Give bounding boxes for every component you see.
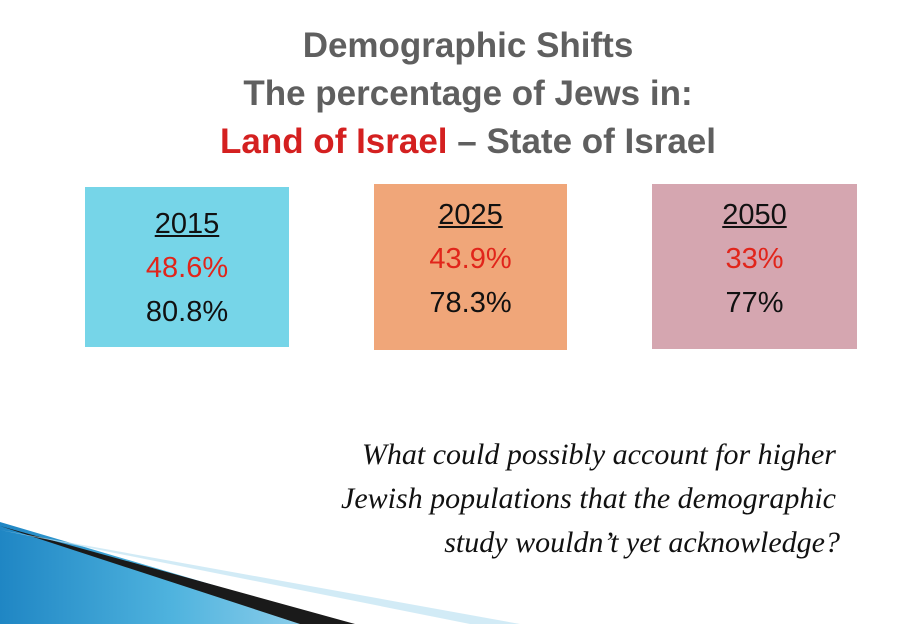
- box-state-pct: 80.8%: [145, 296, 229, 328]
- box-state-pct: 78.3%: [429, 287, 512, 319]
- box-state-pct: 77%: [725, 287, 784, 319]
- title-line-1: Demographic Shifts: [302, 26, 634, 65]
- box-land-pct: 33%: [725, 243, 784, 275]
- box-year: 2025: [438, 199, 503, 231]
- box-land-pct: 43.9%: [429, 243, 512, 275]
- box-year: 2050: [722, 199, 787, 231]
- title-line-3: Land of Israel – State of Israel: [0, 118, 907, 166]
- question-text: What could possibly account for higher J…: [220, 433, 840, 565]
- wedge-dark-stripe: [0, 526, 355, 624]
- box-year: 2015: [154, 208, 220, 240]
- title-line-2: The percentage of Jews in:: [243, 74, 693, 113]
- stat-box-2025: 2025 43.9% 78.3%: [374, 184, 567, 350]
- box-land-pct: 48.6%: [145, 252, 229, 284]
- question-line-2: Jewish populations that the demographic: [341, 482, 836, 515]
- title-state-of-israel: – State of Israel: [447, 122, 716, 161]
- slide-title: Demographic Shifts The percentage of Jew…: [0, 22, 907, 166]
- stat-box-2050: 2050 33% 77%: [652, 184, 857, 349]
- question-line-3: study wouldn’t yet acknowledge?: [444, 526, 840, 559]
- title-land-of-israel: Land of Israel: [219, 122, 448, 161]
- question-line-1: What could possibly account for higher: [361, 438, 836, 471]
- stat-box-2015: 2015 48.6% 80.8%: [85, 187, 289, 347]
- wedge-light-stripe: [0, 530, 520, 624]
